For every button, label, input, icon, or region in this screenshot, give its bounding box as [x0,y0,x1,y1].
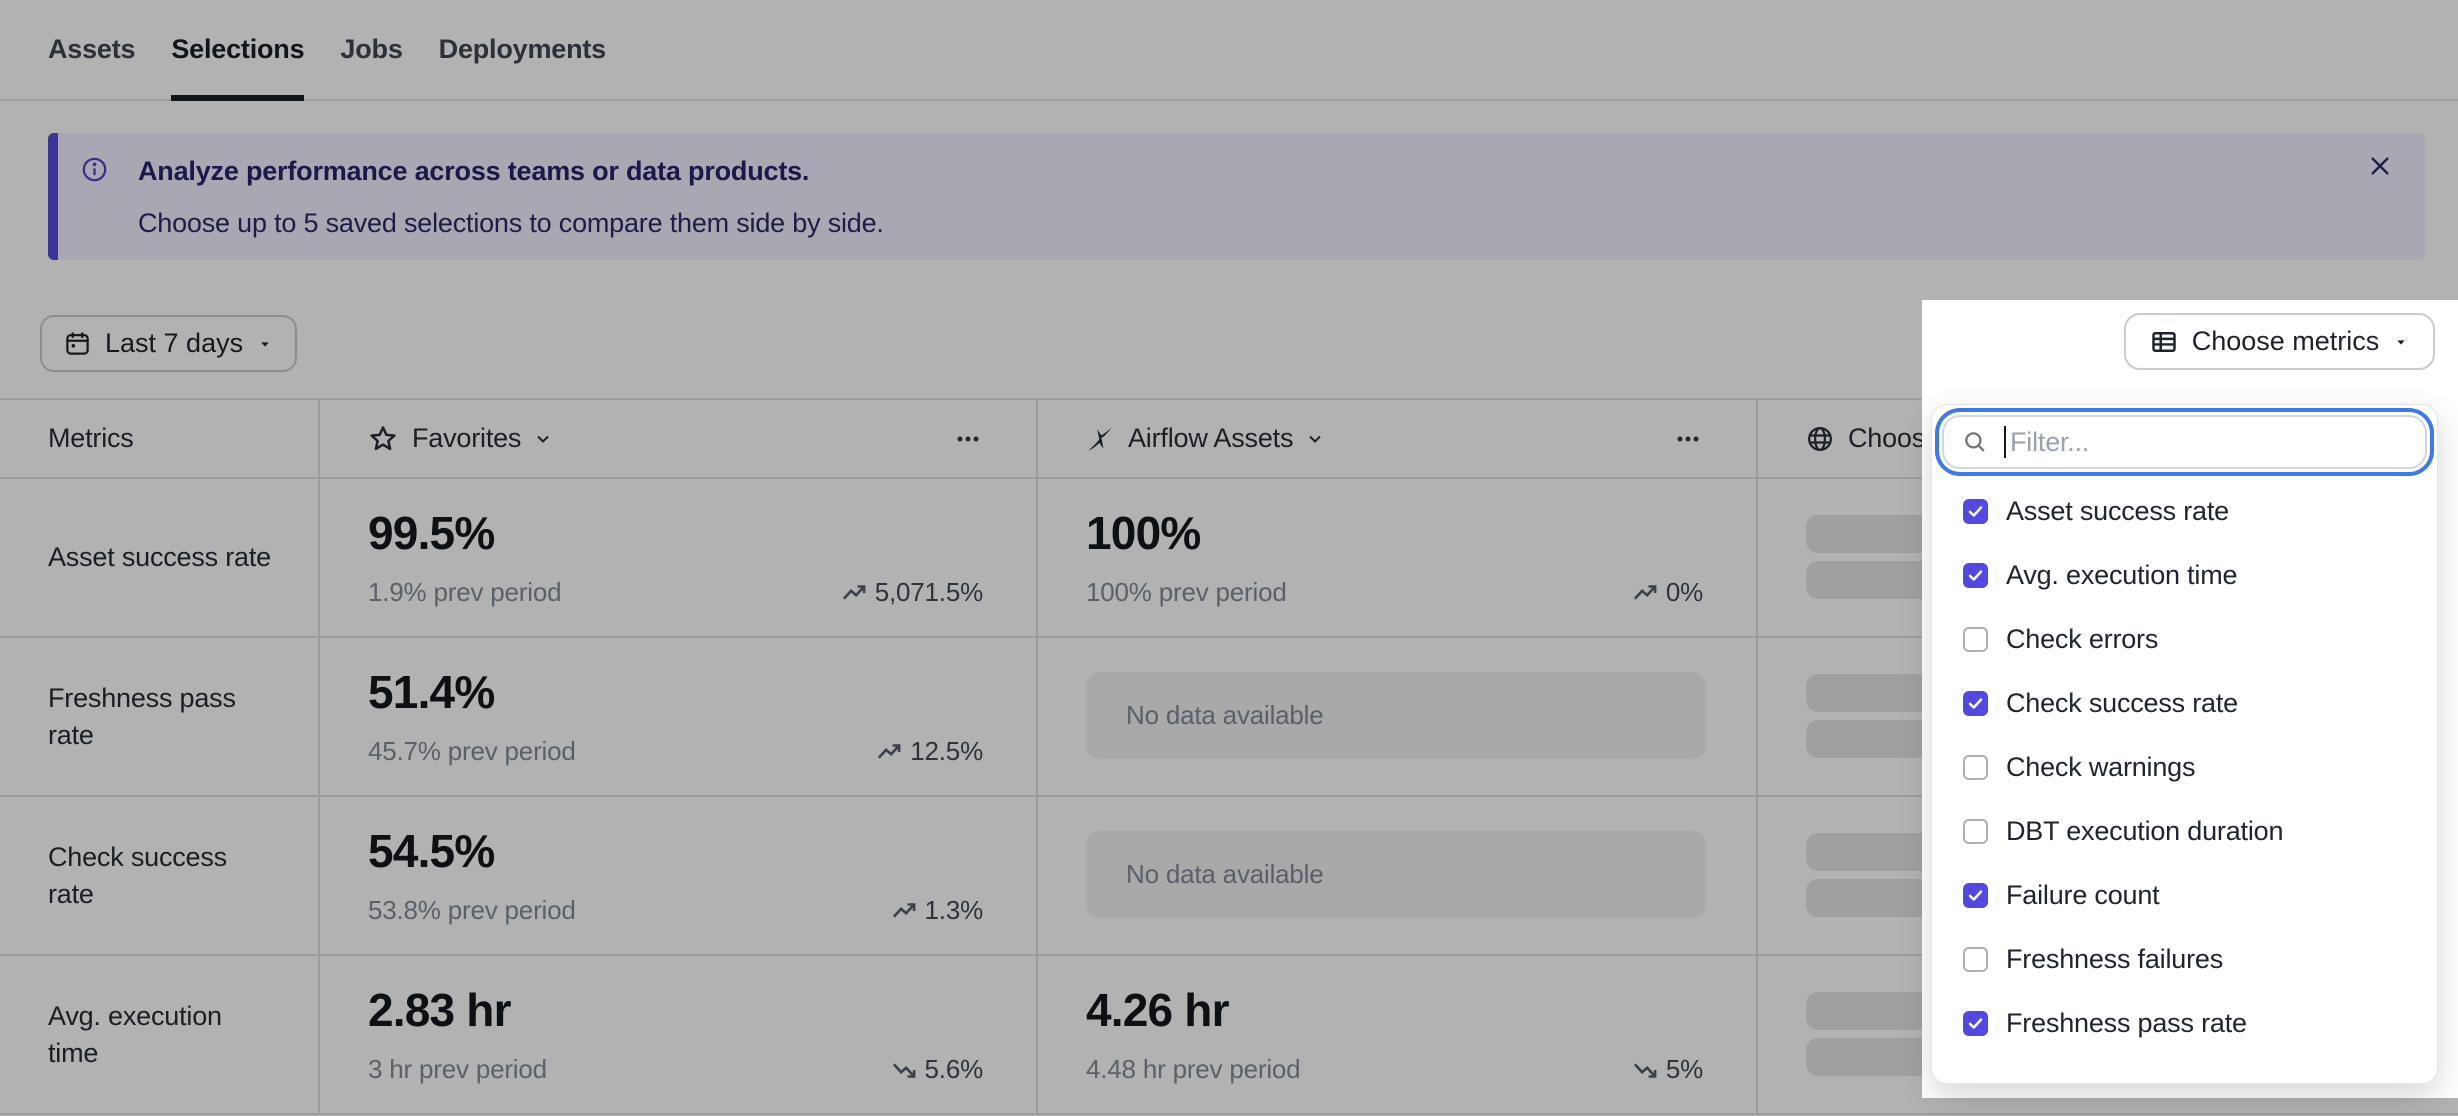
metric-trend: 5,071.5% [841,577,983,608]
meatball-menu-icon[interactable] [953,424,983,454]
checkbox-icon[interactable] [1963,498,1988,524]
choose-metrics-popover: Filter... Asset success rate Avg. execut… [1931,404,2438,1084]
metric-value: 54.5% [368,825,495,877]
metric-row-label: Avg. execution time [0,956,320,1115]
top-tabs: Assets Selections Jobs Deployments [0,0,2458,101]
metric-option[interactable]: Freshness pass rate [1932,991,2437,1055]
calendar-icon [64,330,91,357]
banner-subtitle: Choose up to 5 saved selections to compa… [138,208,884,238]
metric-row-label: Asset success rate [0,479,320,638]
metric-prev-period: 3 hr prev period [368,1054,547,1084]
metric-prev-period: 100% prev period [1086,577,1287,607]
trend-down-icon [1632,1057,1658,1083]
airflow-icon [1086,425,1114,453]
metric-cell-empty: No data available [1038,638,1758,797]
metric-option[interactable]: DBT execution duration [1932,799,2437,863]
metric-option[interactable]: Asset success rate [1932,479,2437,543]
trend-down-icon [891,1057,917,1083]
metric-cell: 51.4% 45.7% prev period 12.5% [320,638,1038,797]
chevron-down-icon [533,429,553,449]
no-data-box: No data available [1086,831,1706,918]
caret-down-icon [257,336,273,352]
metric-option[interactable]: Check success rate [1932,671,2437,735]
metric-option[interactable]: Failure count [1932,863,2437,927]
metric-prev-period: 53.8% prev period [368,895,576,925]
metric-value: 4.26 hr [1086,984,1230,1036]
checkbox-icon[interactable] [1963,882,1988,908]
filter-placeholder: Filter... [2010,426,2090,457]
choose-metrics-spotlight: Choose metrics Filter... Asset success r… [1922,300,2458,1098]
metric-cell-empty: No data available [1038,797,1758,956]
checkbox-icon[interactable] [1963,1010,1988,1036]
metric-row-label: Freshness pass rate [0,638,320,797]
metric-cell: 2.83 hr 3 hr prev period 5.6% [320,956,1038,1115]
checkbox-icon[interactable] [1963,626,1988,652]
metric-options-list: Asset success rate Avg. execution time C… [1932,479,2437,1055]
no-data-box: No data available [1086,672,1706,759]
metric-trend: 1.3% [891,895,983,926]
checkbox-icon[interactable] [1963,754,1988,780]
metric-value: 51.4% [368,666,495,718]
checkbox-icon[interactable] [1963,562,1988,588]
metric-cell: 54.5% 53.8% prev period 1.3% [320,797,1038,956]
info-banner: Analyze performance across teams or data… [48,133,2425,260]
search-icon [1962,429,1988,455]
metric-option[interactable]: Check errors [1932,607,2437,671]
trend-up-icon [1632,580,1658,606]
chevron-down-icon [1305,429,1325,449]
tab-deployments[interactable]: Deployments [438,34,607,64]
tab-assets[interactable]: Assets [48,34,136,64]
metric-value: 99.5% [368,507,495,559]
metric-option[interactable]: Freshness failures [1932,927,2437,991]
column-header-favorites[interactable]: Favorites [320,400,1038,479]
metric-prev-period: 45.7% prev period [368,736,576,766]
checkbox-icon[interactable] [1963,818,1988,844]
date-range-button[interactable]: Last 7 days [40,315,298,372]
close-icon[interactable] [2368,154,2392,178]
meatball-menu-icon[interactable] [1673,424,1703,454]
checkbox-icon[interactable] [1963,946,1988,972]
column-header-airflow-assets[interactable]: Airflow Assets [1038,400,1758,479]
trend-up-icon [891,898,917,924]
metric-cell: 4.26 hr 4.48 hr prev period 5% [1038,956,1758,1115]
metric-trend: 0% [1632,577,1703,608]
metric-prev-period: 4.48 hr prev period [1086,1054,1301,1084]
column-header-metrics: Metrics [0,400,320,479]
metric-trend: 5.6% [891,1054,983,1085]
date-range-label: Last 7 days [105,328,244,358]
trend-up-icon [876,739,902,765]
checkbox-icon[interactable] [1963,690,1988,716]
metric-option[interactable]: Avg. execution time [1932,543,2437,607]
metrics-filter-input[interactable]: Filter... [1942,415,2427,469]
trend-up-icon [841,580,867,606]
metric-prev-period: 1.9% prev period [368,577,562,607]
metric-cell: 100% 100% prev period 0% [1038,479,1758,638]
metric-trend: 12.5% [876,736,983,767]
globe-icon [1806,425,1834,453]
caret-down-icon [2393,334,2409,350]
tab-selections[interactable]: Selections [171,0,305,101]
metric-trend: 5% [1632,1054,1703,1085]
text-cursor [2004,426,2006,458]
table-icon [2150,328,2178,356]
metric-value: 2.83 hr [368,984,512,1036]
banner-accent-bar [48,133,58,260]
star-icon [368,424,398,454]
tab-jobs[interactable]: Jobs [340,34,403,64]
metric-row-label: Check success rate [0,797,320,956]
banner-title: Analyze performance across teams or data… [138,156,810,186]
choose-metrics-label: Choose metrics [2191,326,2380,356]
choose-metrics-button[interactable]: Choose metrics [2124,313,2435,370]
metric-option[interactable]: Check warnings [1932,735,2437,799]
metric-value: 100% [1086,507,1201,559]
metric-cell: 99.5% 1.9% prev period 5,071.5% [320,479,1038,638]
info-icon [81,156,108,260]
